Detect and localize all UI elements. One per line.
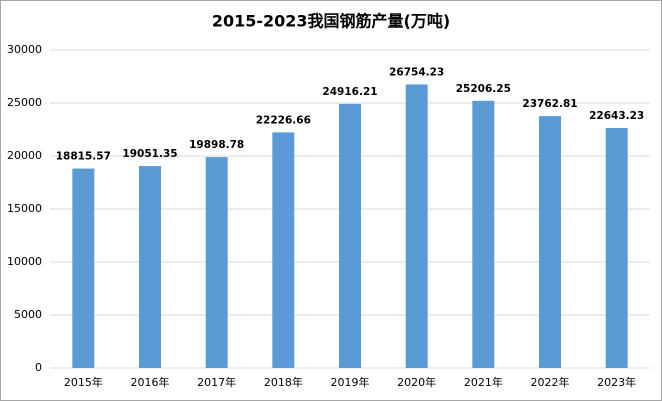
bar bbox=[205, 157, 228, 368]
y-tick-label: 30000 bbox=[7, 43, 42, 56]
x-tick-label: 2020年 bbox=[397, 375, 436, 389]
x-tick-label: 2015年 bbox=[64, 375, 103, 389]
x-tick-label: 2021年 bbox=[464, 375, 503, 389]
bar bbox=[272, 132, 295, 368]
value-label: 19898.78 bbox=[189, 139, 244, 151]
bar bbox=[539, 116, 561, 368]
chart-title: 2015-2023我国钢筋产量(万吨) bbox=[212, 12, 450, 31]
x-tick-label: 2016年 bbox=[131, 375, 170, 389]
y-tick-label: 15000 bbox=[7, 202, 42, 215]
x-tick-label: 2017年 bbox=[197, 375, 236, 389]
value-label: 25206.25 bbox=[456, 83, 511, 95]
bar bbox=[72, 168, 95, 368]
x-tick-label: 2022年 bbox=[531, 375, 570, 389]
value-label: 26754.23 bbox=[389, 66, 444, 78]
bar bbox=[339, 103, 361, 368]
x-tick-label: 2023年 bbox=[597, 375, 636, 389]
value-label: 23762.81 bbox=[522, 98, 577, 110]
value-label: 22643.23 bbox=[589, 110, 644, 122]
x-tick-label: 2018年 bbox=[264, 375, 303, 389]
bar bbox=[472, 100, 495, 368]
y-tick-label: 25000 bbox=[7, 96, 42, 109]
value-label: 18815.57 bbox=[56, 151, 111, 163]
bar bbox=[405, 84, 428, 369]
value-label: 19051.35 bbox=[122, 148, 177, 160]
y-tick-label: 10000 bbox=[7, 255, 42, 268]
y-tick-label: 5000 bbox=[14, 308, 42, 321]
value-label: 24916.21 bbox=[322, 86, 377, 98]
bar bbox=[139, 166, 161, 368]
x-tick-label: 2019年 bbox=[331, 375, 370, 389]
bar bbox=[605, 127, 628, 368]
y-tick-label: 20000 bbox=[7, 149, 42, 162]
y-tick-label: 0 bbox=[35, 361, 42, 374]
value-label: 22226.66 bbox=[256, 114, 311, 126]
